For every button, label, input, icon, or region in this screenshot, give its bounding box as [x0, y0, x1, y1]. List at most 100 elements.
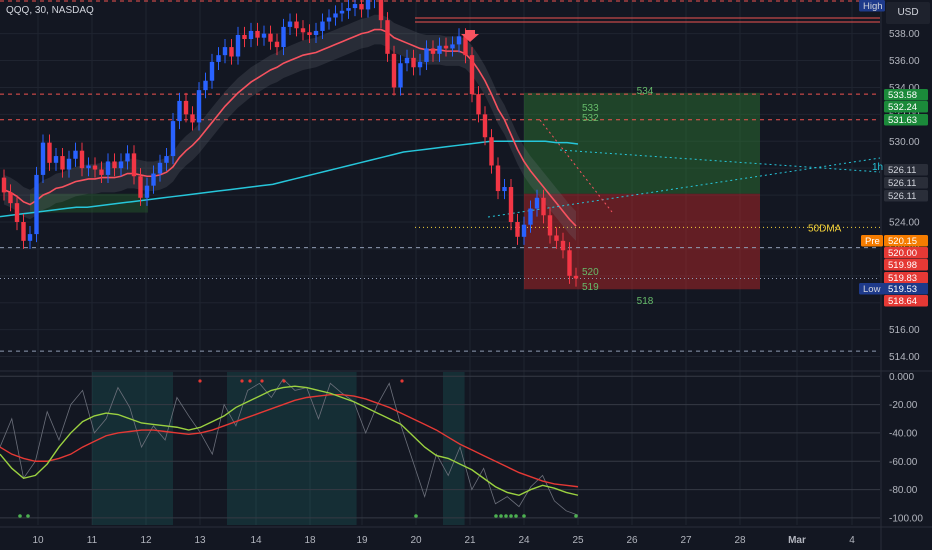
candle-body [79, 150, 85, 169]
candle-body [131, 153, 137, 177]
oscillator-signal-dot [400, 379, 404, 383]
currency-selector[interactable]: USD [886, 2, 930, 24]
oscillator-signal-dot [522, 514, 526, 518]
candle-body [320, 21, 325, 31]
candle-body [47, 142, 52, 163]
candle-body [482, 114, 488, 138]
candle-body [274, 41, 280, 48]
candle-body [300, 28, 306, 33]
candle-body [164, 156, 169, 163]
oscillator-raw-line [0, 378, 579, 516]
ema-line [3, 28, 577, 227]
candle-body [190, 114, 195, 123]
candle-body [333, 13, 338, 18]
candle-body [27, 234, 33, 241]
candle-body [463, 36, 468, 56]
candle-body [417, 61, 423, 68]
oscillator-signal-dot [26, 514, 30, 518]
symbol-title: QQQ, 30, NASDAQ [6, 5, 94, 16]
candle-body [235, 34, 241, 57]
price-axis-label: 533.58 [888, 90, 917, 101]
oscillator-tick-label: 0.000 [889, 372, 914, 383]
candle-body [326, 17, 332, 22]
price-axis-label-bg [884, 177, 928, 189]
y-tick-label: 538.00 [889, 29, 920, 40]
oscillator-tick-label: -40.00 [889, 428, 918, 439]
price-axis-label: 520.00 [888, 248, 917, 259]
candle-body [151, 173, 156, 186]
oscillator-tick-label: -80.00 [889, 485, 918, 496]
candle-body [456, 36, 462, 45]
oscillator-signal-dot [499, 514, 503, 518]
candle-body [196, 90, 202, 123]
candle-body [547, 215, 553, 236]
candle-body [268, 33, 273, 42]
candle-body [8, 192, 13, 204]
x-tick-label: 26 [626, 535, 638, 546]
candle-body [242, 34, 247, 40]
oscillator-signal-dot [494, 514, 498, 518]
oscillator-tick-label: -60.00 [889, 457, 918, 468]
oscillator-zone [92, 372, 173, 525]
price-axis-label: 531.63 [888, 115, 917, 126]
candle-body [528, 208, 533, 225]
candle-body [281, 26, 286, 48]
candle-body [495, 165, 501, 192]
candle-body [573, 275, 579, 279]
oscillator-zone [443, 372, 465, 525]
candle-body [359, 4, 364, 10]
trendline-projection [559, 149, 881, 173]
candle-body [170, 121, 176, 157]
x-tick-label: 4 [849, 535, 855, 546]
annotation-label: 520 [582, 267, 599, 278]
price-axis-label: 526.11 [888, 191, 916, 202]
x-tick-label: 19 [356, 535, 368, 546]
price-axis-label-bg [859, 0, 885, 12]
price-axis-label: 520.15 [888, 236, 917, 247]
candle-body [105, 161, 111, 175]
candle-body [560, 240, 566, 251]
oscillator-slow-line [0, 393, 579, 488]
annotation-label: 533 [582, 103, 599, 114]
candle-body [125, 153, 130, 162]
small-target-zone [30, 193, 148, 213]
candle-body [229, 47, 234, 57]
oscillator-signal-dot [260, 379, 264, 383]
price-axis-label: 532.24 [888, 102, 917, 113]
candle-body [378, 0, 384, 21]
candle-body [476, 94, 481, 115]
candle-body [144, 185, 150, 198]
price-axis-label: 519.98 [888, 260, 917, 271]
x-tick-label: 13 [194, 535, 206, 546]
candle-body [385, 20, 390, 54]
price-axis-label-bg [884, 89, 928, 101]
candle-body [443, 45, 449, 49]
candle-body [339, 10, 345, 14]
price-axis-label: 526.11 [888, 178, 916, 189]
candle-body [508, 187, 514, 222]
oscillator-signal-dot [414, 514, 418, 518]
price-axis-label: 518.64 [888, 296, 917, 307]
oscillator-signal-dot [504, 514, 508, 518]
candle-body [222, 47, 228, 56]
candle-body [1, 177, 7, 193]
x-tick-label: 18 [304, 535, 316, 546]
candle-body [489, 137, 494, 166]
x-tick-label: 27 [680, 535, 692, 546]
price-axis-label: Pre [865, 236, 880, 247]
candle-body [567, 250, 572, 276]
candle-body [14, 203, 20, 222]
price-axis-label-bg [884, 190, 928, 202]
price-axis-label-bg [884, 101, 928, 113]
oscillator-signal-dot [574, 514, 578, 518]
annotation-label: 518 [637, 296, 654, 307]
candle-body [112, 161, 117, 169]
price-axis-label: 519.53 [888, 284, 917, 295]
candle-body [92, 165, 98, 170]
candle-body [450, 44, 455, 49]
oscillator-signal-dot [282, 379, 286, 383]
candle-body [411, 57, 416, 68]
price-axis-label: High [863, 1, 883, 12]
x-tick-label: 11 [87, 535, 98, 546]
